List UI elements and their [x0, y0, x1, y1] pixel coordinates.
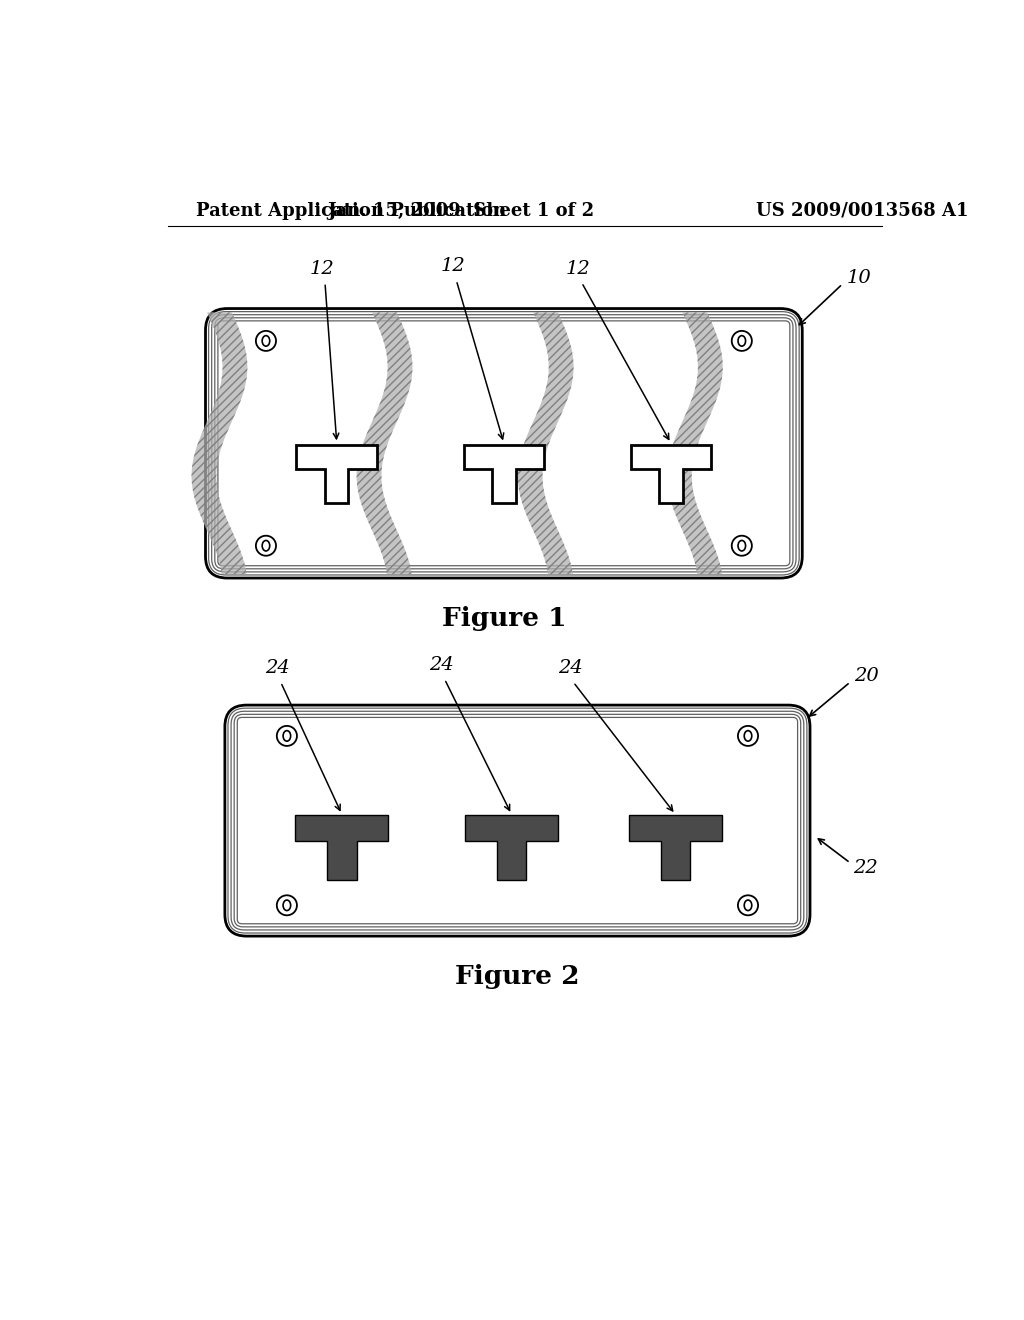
Polygon shape: [465, 816, 558, 880]
Polygon shape: [297, 445, 377, 503]
Text: 20: 20: [854, 667, 879, 685]
Circle shape: [276, 895, 297, 915]
Text: 24: 24: [558, 659, 583, 677]
Polygon shape: [667, 313, 723, 574]
Text: 12: 12: [440, 257, 466, 275]
FancyBboxPatch shape: [238, 718, 798, 924]
Circle shape: [276, 726, 297, 746]
Circle shape: [256, 536, 276, 556]
Ellipse shape: [283, 900, 291, 911]
Text: 12: 12: [566, 260, 591, 277]
Polygon shape: [356, 313, 413, 574]
Circle shape: [256, 331, 276, 351]
Polygon shape: [464, 445, 544, 503]
Text: 24: 24: [265, 659, 290, 677]
Ellipse shape: [744, 731, 752, 741]
Text: Patent Application Publication: Patent Application Publication: [197, 202, 507, 219]
Circle shape: [738, 726, 758, 746]
Ellipse shape: [262, 335, 269, 346]
Text: Jan. 15, 2009  Sheet 1 of 2: Jan. 15, 2009 Sheet 1 of 2: [328, 202, 595, 219]
Polygon shape: [518, 313, 573, 574]
Circle shape: [738, 895, 758, 915]
Ellipse shape: [744, 900, 752, 911]
Ellipse shape: [738, 540, 745, 550]
Polygon shape: [629, 816, 722, 880]
Polygon shape: [631, 445, 712, 503]
Text: 22: 22: [853, 859, 879, 878]
Text: US 2009/0013568 A1: US 2009/0013568 A1: [756, 202, 969, 219]
Circle shape: [732, 536, 752, 556]
Text: 10: 10: [847, 269, 871, 286]
Polygon shape: [295, 816, 388, 880]
Ellipse shape: [262, 540, 269, 550]
Ellipse shape: [283, 731, 291, 741]
Polygon shape: [191, 313, 248, 574]
Text: 24: 24: [429, 656, 454, 675]
Ellipse shape: [738, 335, 745, 346]
Text: 12: 12: [309, 260, 334, 277]
Text: Figure 1: Figure 1: [441, 606, 566, 631]
Text: Figure 2: Figure 2: [456, 964, 580, 989]
FancyBboxPatch shape: [218, 321, 790, 566]
Circle shape: [732, 331, 752, 351]
